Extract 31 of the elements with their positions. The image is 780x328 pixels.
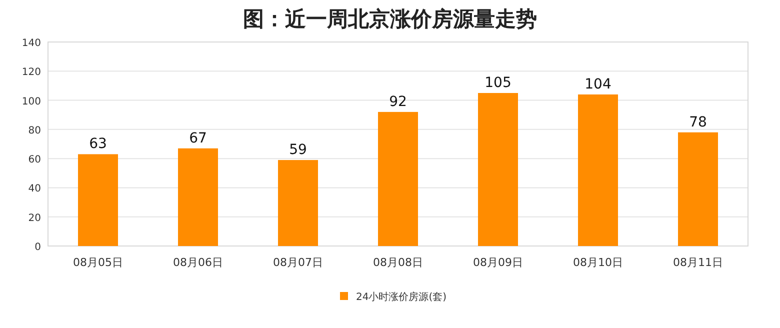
chart-title: 图：近一周北京涨价房源量走势 (243, 7, 537, 31)
bar (178, 148, 218, 246)
y-tick-label: 40 (28, 184, 41, 195)
x-tick-label: 08月11日 (673, 256, 723, 269)
data-label: 63 (89, 136, 107, 152)
x-tick-label: 08月10日 (573, 256, 623, 269)
bar (378, 112, 418, 246)
legend-label: 24小时涨价房源(套) (356, 291, 447, 303)
y-tick-label: 20 (28, 212, 41, 224)
data-label: 104 (584, 76, 612, 92)
y-tick-label: 60 (28, 154, 41, 166)
y-tick-label: 100 (22, 96, 41, 108)
x-tick-label: 08月06日 (173, 256, 223, 269)
x-tick-label: 08月05日 (73, 256, 123, 269)
data-label: 67 (189, 130, 207, 146)
y-tick-label: 80 (28, 125, 41, 136)
x-tick-label: 08月09日 (473, 256, 523, 269)
y-tick-label: 140 (22, 38, 41, 49)
data-label: 92 (389, 94, 407, 110)
x-tick-label: 08月07日 (273, 256, 323, 269)
data-label: 59 (289, 142, 307, 158)
bar (478, 93, 518, 246)
bar (78, 154, 118, 246)
data-label: 78 (689, 114, 707, 130)
y-tick-label: 0 (34, 242, 41, 253)
bar (678, 132, 718, 246)
bar (578, 94, 618, 246)
x-tick-label: 08月08日 (373, 256, 423, 269)
bar (278, 160, 318, 246)
data-label: 105 (484, 75, 512, 91)
y-tick-label: 120 (22, 67, 41, 78)
